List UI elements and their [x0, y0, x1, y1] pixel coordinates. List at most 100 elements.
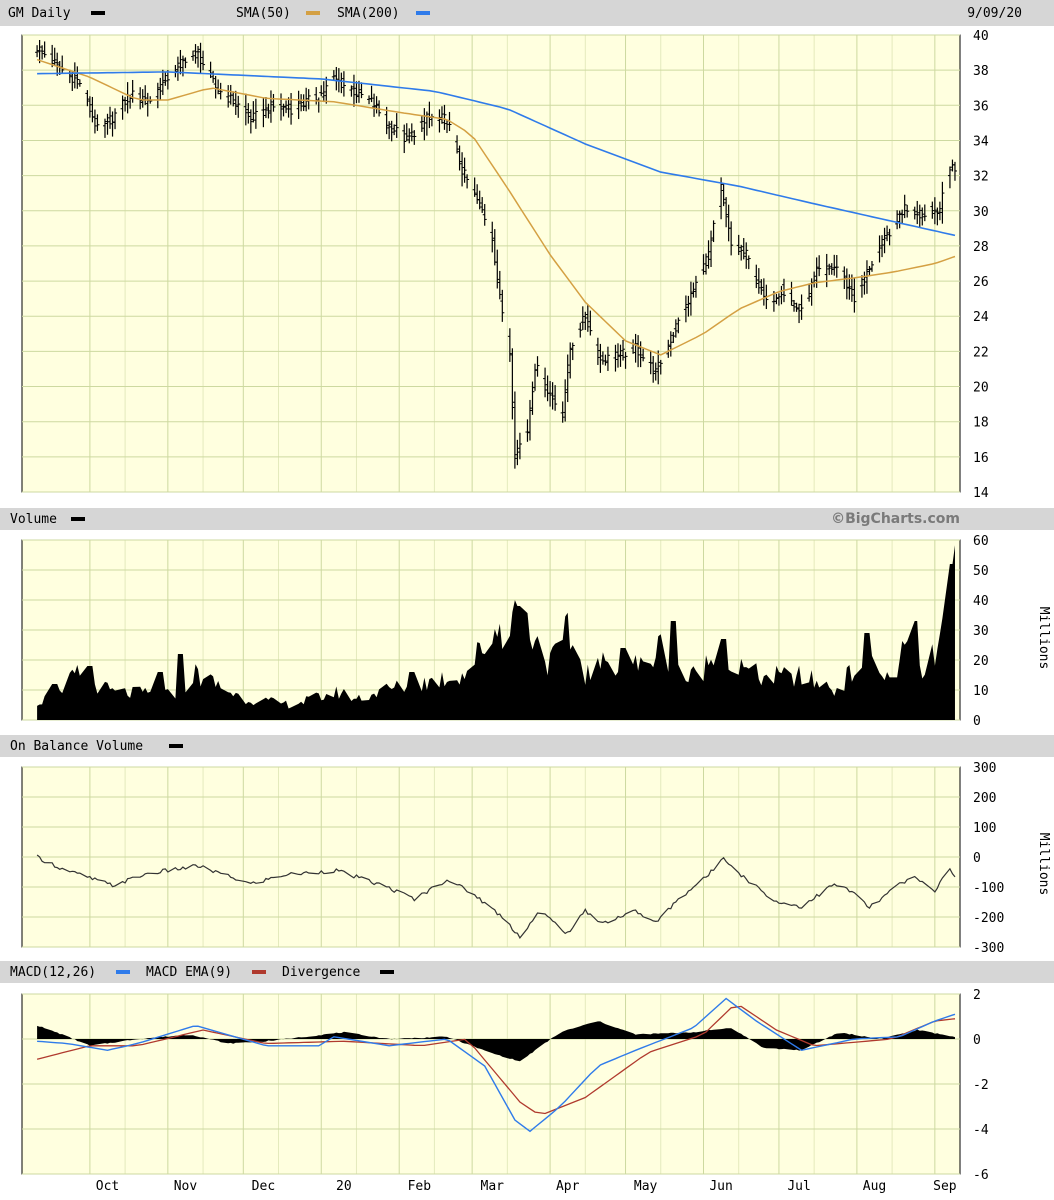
macd-legend-label: MACD(12,26)	[10, 965, 96, 980]
obv-y-tick-label: -200	[973, 911, 1004, 926]
ohlc-bar	[246, 103, 251, 124]
macd-header-bar	[0, 961, 1054, 983]
ohlc-bar	[721, 184, 726, 207]
sma200-legend-swatch	[416, 11, 430, 15]
x-tick-label: Mar	[481, 1179, 505, 1194]
ohlc-bar	[374, 96, 379, 114]
ohlc-bar	[55, 52, 60, 76]
ohlc-bar	[394, 113, 399, 138]
ohlc-bar	[940, 181, 945, 224]
ohlc-bar	[178, 49, 183, 75]
sma50-legend-swatch	[306, 11, 320, 15]
volume-header-bar	[0, 508, 1054, 530]
ohlc-bar	[827, 263, 832, 276]
ohlc-bar	[349, 85, 354, 97]
price-y-tick-label: 36	[973, 99, 989, 114]
ohlc-bar	[35, 45, 40, 58]
ohlc-bar	[130, 79, 135, 103]
ohlc-bar	[844, 268, 849, 300]
ohlc-bar	[95, 114, 100, 131]
ohlc-bar	[744, 242, 749, 269]
ohlc-bar	[517, 432, 522, 460]
ohlc-bar	[271, 93, 276, 112]
ohlc-bar	[636, 335, 641, 368]
ohlc-bar	[688, 281, 693, 316]
ohlc-bar	[754, 264, 759, 289]
ohlc-bar	[243, 93, 248, 126]
ohlc-bar	[455, 135, 460, 154]
ohlc-bar	[701, 254, 706, 275]
ohlc-bar	[570, 342, 575, 361]
ohlc-bar	[917, 204, 922, 228]
ohlc-bar	[284, 100, 289, 114]
ohlc-bar	[105, 113, 110, 135]
ohlc-bar	[261, 98, 266, 128]
ohlc-bar	[920, 207, 925, 226]
ohlc-bar	[231, 91, 236, 107]
divergence-area	[37, 1021, 955, 1062]
price-y-tick-label: 30	[973, 205, 989, 220]
ohlc-bar	[759, 279, 764, 295]
ohlc-bar	[465, 174, 470, 189]
price-y-tick-label: 38	[973, 64, 989, 79]
ohlc-bar	[905, 204, 910, 218]
volume-y-tick-label: 20	[973, 654, 989, 669]
ohlc-bar	[693, 275, 698, 298]
ohlc-bar	[676, 317, 681, 334]
volume-y-tick-label: 40	[973, 594, 989, 609]
ohlc-bar	[605, 346, 610, 371]
ohlc-bar	[543, 367, 548, 398]
ohlc-bar	[52, 47, 57, 67]
ohlc-bar	[867, 265, 872, 276]
volume-y-tick-label: 50	[973, 564, 989, 579]
ohlc-bar	[143, 85, 148, 105]
ohlc-bar	[296, 90, 301, 120]
ohlc-bar	[922, 204, 927, 222]
ohlc-bar	[412, 130, 417, 145]
ohlc-bar	[191, 50, 196, 61]
ohlc-bar	[937, 201, 942, 221]
volume-y-tick-label: 30	[973, 624, 989, 639]
ohlc-bar	[724, 197, 729, 228]
ohlc-bar	[621, 339, 626, 361]
ohlc-bar	[852, 277, 857, 313]
ohlc-bar	[832, 254, 837, 276]
ohlc-bar	[653, 362, 658, 381]
ohlc-bar	[442, 104, 447, 130]
ohlc-bar	[226, 85, 231, 108]
ohlc-bar	[108, 106, 113, 129]
ohlc-bar	[70, 71, 75, 91]
ohlc-bar	[709, 230, 714, 268]
ohlc-bar	[704, 253, 709, 275]
ohlc-bar	[623, 351, 628, 369]
x-tick-label: May	[634, 1179, 658, 1194]
ohlc-bar	[444, 119, 449, 134]
ohlc-bar	[158, 77, 163, 101]
price-y-tick-label: 16	[973, 451, 989, 466]
ohlc-bar	[286, 97, 291, 118]
ohlc-bar	[218, 82, 223, 100]
ohlc-bar	[510, 348, 515, 420]
ohlc-bar	[515, 439, 520, 466]
ohlc-bar	[253, 98, 258, 129]
obv-header-bar	[0, 735, 1054, 757]
ohlc-bar	[895, 210, 900, 230]
macd-ema-line	[36, 1005, 956, 1115]
ohlc-bar	[87, 96, 92, 118]
ohlc-bar	[419, 116, 424, 132]
ohlc-bar	[817, 255, 822, 277]
ohlc-bar	[885, 225, 890, 242]
ohlc-bar	[797, 303, 802, 324]
x-tick-label: Dec	[252, 1179, 275, 1194]
ohlc-bar	[281, 103, 286, 117]
obv-y-tick-label: -300	[973, 941, 1004, 956]
ohlc-bar	[578, 322, 583, 338]
price-y-tick-label: 40	[973, 29, 989, 44]
ohlc-bar	[356, 80, 361, 103]
ohlc-bar	[437, 109, 442, 133]
ohlc-bar	[613, 344, 618, 372]
ohlc-bar	[668, 331, 673, 357]
ohlc-bar	[588, 310, 593, 336]
ohlc-bar	[37, 39, 42, 64]
